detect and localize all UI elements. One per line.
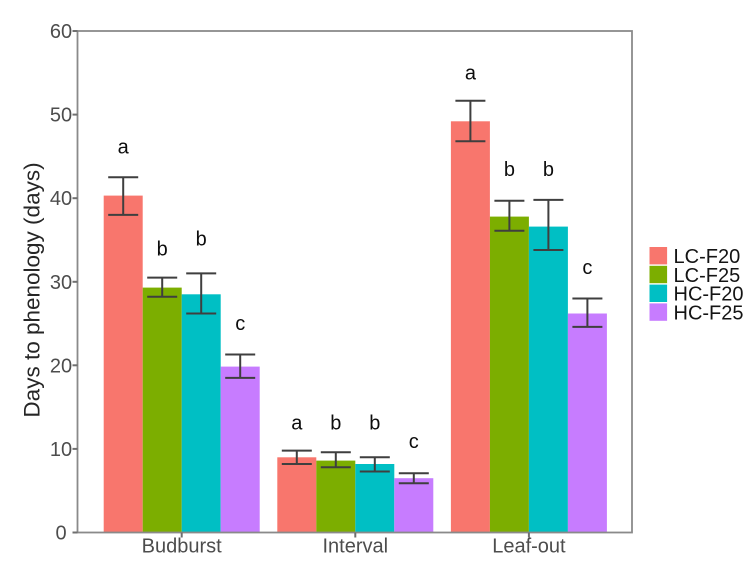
svg-text:b: b: [369, 413, 380, 435]
svg-text:0: 0: [55, 523, 66, 545]
svg-text:c: c: [582, 257, 592, 279]
svg-text:b: b: [196, 229, 207, 251]
svg-text:LC-F25: LC-F25: [674, 265, 741, 287]
svg-text:LC-F20: LC-F20: [674, 246, 741, 268]
svg-text:30: 30: [50, 272, 72, 294]
svg-text:a: a: [465, 63, 477, 85]
svg-text:c: c: [235, 313, 245, 335]
svg-text:Budburst: Budburst: [142, 536, 222, 558]
svg-text:HC-F20: HC-F20: [674, 284, 744, 306]
svg-text:10: 10: [50, 439, 72, 461]
svg-text:20: 20: [50, 355, 72, 377]
svg-text:c: c: [409, 431, 419, 453]
svg-text:b: b: [543, 159, 554, 181]
svg-text:a: a: [118, 137, 130, 159]
svg-text:Days to phenology (days): Days to phenology (days): [20, 162, 45, 417]
svg-text:HC-F25: HC-F25: [674, 302, 744, 324]
svg-text:Interval: Interval: [323, 536, 389, 558]
svg-text:Leaf-out: Leaf-out: [492, 536, 566, 558]
svg-text:b: b: [330, 413, 341, 435]
svg-text:b: b: [504, 159, 515, 181]
svg-text:60: 60: [50, 21, 72, 43]
svg-text:40: 40: [50, 188, 72, 210]
svg-text:b: b: [157, 239, 168, 261]
svg-text:a: a: [291, 413, 303, 435]
svg-text:50: 50: [50, 105, 72, 127]
